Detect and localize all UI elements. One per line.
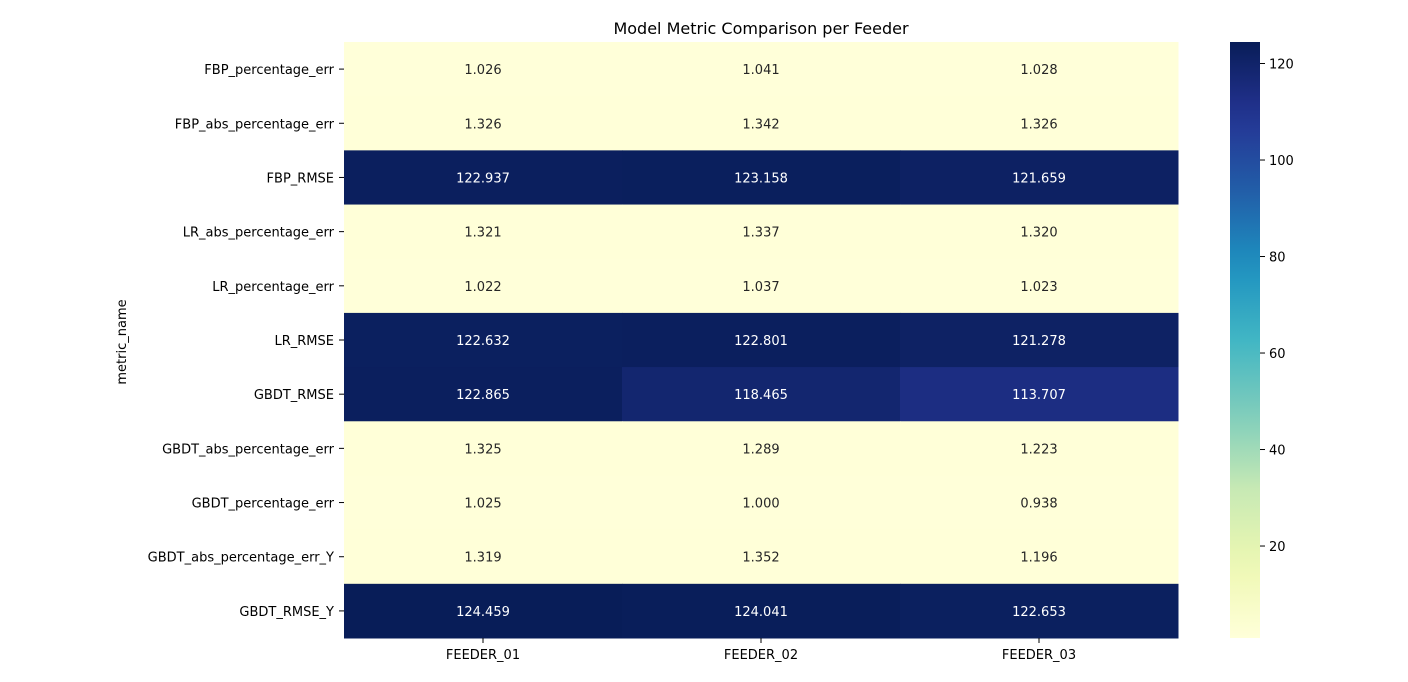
row-tick-label: GBDT_RMSE_Y [239,605,334,620]
row-tick-label: FBP_RMSE [267,171,334,186]
cell-value-label: 1.352 [742,551,779,566]
heatmap-cell [344,150,623,206]
cell-value-label: 1.289 [742,442,779,457]
cell-value-label: 122.937 [456,171,510,186]
column-tick-label: FEEDER_03 [1002,648,1076,663]
cell-value-label: 1.037 [742,280,779,295]
cell-value-label: 124.459 [456,605,510,620]
cell-value-label: 122.653 [1012,605,1066,620]
colorbar: 20 40 60 80 100 120 [1230,42,1294,638]
heatmap-cell [622,312,901,368]
cell-value-label: 1.022 [464,280,501,295]
row-tick-labels: FBP_percentage_err FBP_abs_percentage_err… [148,63,344,620]
colorbar-tick-label: 60 [1269,347,1286,362]
cell-value-label: 1.041 [742,63,779,78]
cell-value-label: 123.158 [734,171,788,186]
heatmap-cell [900,42,1179,97]
heatmap-cell [900,421,1179,476]
row-tick-label: FBP_abs_percentage_err [175,117,335,132]
cell-value-label: 1.326 [464,117,501,132]
cell-value-label: 124.041 [734,605,788,620]
heatmap-cell [344,42,623,97]
cell-value-label: 1.319 [464,551,501,566]
cell-value-label: 122.865 [456,388,510,403]
cell-value-label: 122.801 [734,334,788,349]
cell-value-label: 118.465 [734,388,788,403]
heatmap-cell [622,475,901,531]
cell-value-label: 122.632 [456,334,510,349]
cell-value-label: 1.325 [464,442,501,457]
cell-value-label: 1.196 [1020,551,1057,566]
colorbar-tick-label: 20 [1269,540,1286,555]
heatmap-cell [900,475,1179,531]
row-tick-label: LR_percentage_err [212,280,334,295]
heatmap-cell [344,312,623,368]
heatmap-cell [622,367,901,422]
heatmap-cell [622,150,901,206]
heatmap-cell [622,529,901,585]
heatmap-cell [900,529,1179,585]
cell-value-label: 1.321 [464,226,501,241]
heatmap-cell [344,529,623,585]
heatmap-cell [900,96,1179,151]
row-tick-label: GBDT_abs_percentage_err_Y [148,551,334,566]
heatmap-cell [622,421,901,476]
cell-value-label: 113.707 [1012,388,1066,403]
cell-value-label: 1.337 [742,226,779,241]
cell-value-label: 1.320 [1020,226,1057,241]
heatmap-cell [344,583,623,639]
heatmap-cell [900,367,1179,422]
cell-value-label: 1.026 [464,63,501,78]
column-tick-label: FEEDER_02 [724,648,798,663]
row-tick-label: LR_abs_percentage_err [183,226,335,241]
cell-value-label: 1.342 [742,117,779,132]
colorbar-tick-label: 40 [1269,444,1286,459]
cell-value-label: 1.025 [464,497,501,512]
row-tick-label: GBDT_percentage_err [192,497,335,512]
cell-value-label: 121.278 [1012,334,1066,349]
heatmap-cell [344,96,623,151]
cell-value-label: 121.659 [1012,171,1066,186]
heatmap-cell [622,96,901,151]
row-tick-label: GBDT_abs_percentage_err [162,442,335,457]
y-axis-label: metric_name [115,299,130,384]
cell-value-label: 1.223 [1020,442,1057,457]
column-tick-label: FEEDER_01 [446,648,520,663]
heatmap-cell [344,367,623,422]
heatmap-cell [622,258,901,314]
colorbar-tick-label: 80 [1269,251,1286,266]
heatmap-cell [622,42,901,97]
heatmap-cell [344,204,623,260]
heatmap-cells: 1.026 1.041 1.028 1.326 1.342 1.326 122.937 123… [344,42,1179,639]
heatmap-cell [622,204,901,260]
row-tick-label: FBP_percentage_err [204,63,334,78]
heatmap-cell [344,258,623,314]
row-tick-label: GBDT_RMSE [254,388,334,403]
colorbar-tick-label: 100 [1269,154,1294,169]
cell-value-label: 1.028 [1020,63,1057,78]
heatmap-cell [900,150,1179,206]
row-tick-label: LR_RMSE [275,334,335,349]
heatmap-cell [900,312,1179,368]
heatmap-cell [344,475,623,531]
heatmap-cell [900,583,1179,639]
cell-value-label: 1.326 [1020,117,1057,132]
cell-value-label: 1.023 [1020,280,1057,295]
column-tick-labels: FEEDER_01 FEEDER_02 FEEDER_03 [446,638,1076,663]
cell-value-label: 0.938 [1020,497,1057,512]
chart-title: Model Metric Comparison per Feeder [613,19,909,38]
heatmap-cell [344,421,623,476]
colorbar-gradient [1230,42,1260,638]
cell-value-label: 1.000 [742,497,779,512]
heatmap-cell [900,258,1179,314]
colorbar-tick-label: 120 [1269,58,1294,73]
heatmap-cell [900,204,1179,260]
heatmap-cell [622,583,901,639]
